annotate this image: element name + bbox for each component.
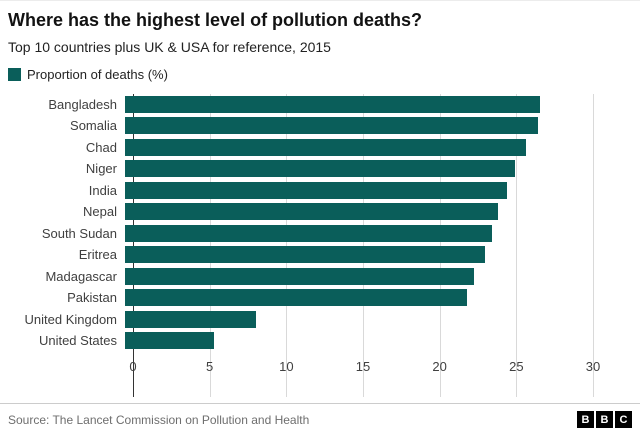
x-tick-label: 10 xyxy=(279,358,294,374)
gridline xyxy=(209,93,211,397)
legend: Proportion of deaths (%) xyxy=(0,55,640,86)
bar xyxy=(125,203,498,221)
bar-track xyxy=(125,246,593,264)
bar-row: Nepal xyxy=(0,201,640,223)
bar-track xyxy=(125,224,593,242)
category-label: Nepal xyxy=(83,204,117,220)
bar-row: Pakistan xyxy=(0,287,640,309)
bar xyxy=(125,332,214,350)
bar xyxy=(125,160,515,178)
bar xyxy=(125,246,486,264)
category-label: South Sudan xyxy=(41,225,117,241)
bar-rows: Bangladesh Somalia Chad Niger India Nepal Sout… xyxy=(0,94,640,352)
x-tick-label: 25 xyxy=(509,358,524,374)
source-text: Source: The Lancet Commission on Polluti… xyxy=(8,412,310,427)
bbc-logo-block: C xyxy=(615,411,632,428)
bar-row: Chad xyxy=(0,137,640,159)
bar-row: Eritrea xyxy=(0,244,640,266)
x-tick-label: 20 xyxy=(432,358,447,374)
bar xyxy=(125,117,539,135)
bar-row: South Sudan xyxy=(0,223,640,245)
bar xyxy=(125,267,475,285)
category-label: Pakistan xyxy=(67,290,117,306)
x-tick-label: 15 xyxy=(355,358,371,374)
bar-row: Madagascar xyxy=(0,266,640,288)
bar xyxy=(125,138,526,156)
bar-track xyxy=(125,267,593,285)
bar-track xyxy=(125,332,593,350)
gridline xyxy=(516,93,518,397)
bar-row: United States xyxy=(0,330,640,352)
legend-label: Proportion of deaths (%) xyxy=(27,66,168,82)
bar-track xyxy=(125,138,593,156)
x-tick-label: 0 xyxy=(129,358,137,374)
x-tick-label: 30 xyxy=(585,358,601,374)
gridline xyxy=(286,93,288,397)
footer: Source: The Lancet Commission on Polluti… xyxy=(0,403,640,436)
bar xyxy=(125,95,540,113)
bar-track xyxy=(125,203,593,221)
category-label: Madagascar xyxy=(45,268,117,284)
bar-row: Niger xyxy=(0,158,640,180)
x-axis: 0 5 10 15 20 25 30 xyxy=(129,356,600,378)
x-tick-label: 5 xyxy=(206,358,214,374)
gridline xyxy=(439,93,441,397)
gridline-layer xyxy=(133,93,594,397)
bbc-logo-block: B xyxy=(596,411,613,428)
category-label: Eritrea xyxy=(78,247,117,263)
category-label: United States xyxy=(38,333,117,349)
category-label: Somalia xyxy=(70,118,117,134)
page-subtitle: Top 10 countries plus UK & USA for refer… xyxy=(8,38,331,55)
legend-swatch-icon xyxy=(8,67,21,81)
bar-track xyxy=(125,181,593,199)
gridline xyxy=(593,93,594,397)
bar-track xyxy=(125,289,593,307)
category-label: India xyxy=(88,182,117,198)
category-label: Chad xyxy=(85,139,117,155)
bar-track xyxy=(125,117,593,135)
bar-track xyxy=(125,310,593,328)
bar-row: Somalia xyxy=(0,115,640,137)
bar-track xyxy=(125,95,593,113)
bbc-logo-block: B xyxy=(577,411,594,428)
gridline xyxy=(363,93,364,397)
bar-row: United Kingdom xyxy=(0,309,640,331)
bar xyxy=(125,310,257,328)
category-label: Bangladesh xyxy=(48,96,117,112)
bar-row: Bangladesh xyxy=(0,94,640,116)
axis-zero-line xyxy=(133,93,134,397)
category-label: Niger xyxy=(85,161,117,177)
bar-row: India xyxy=(0,180,640,202)
category-label: United Kingdom xyxy=(24,311,118,327)
bar xyxy=(125,289,467,307)
page-title: Where has the highest level of pollution… xyxy=(8,10,423,30)
bar xyxy=(125,181,508,199)
bar-chart: Bangladesh Somalia Chad Niger India Nepal Sout… xyxy=(0,93,640,397)
bar xyxy=(125,224,492,242)
bar-track xyxy=(125,160,593,178)
header: Where has the highest level of pollution… xyxy=(0,1,640,55)
